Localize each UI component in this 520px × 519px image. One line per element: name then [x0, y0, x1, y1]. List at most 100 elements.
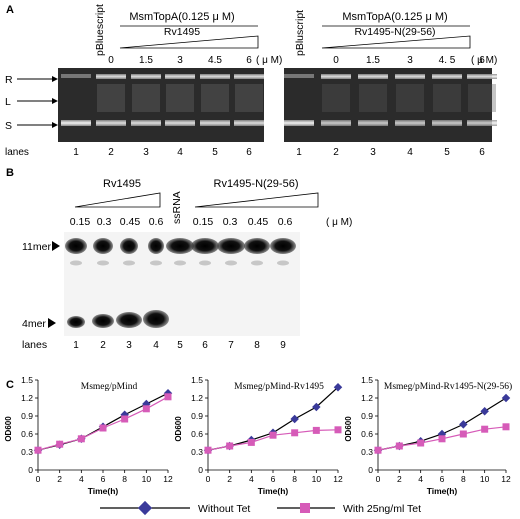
growth-chart-3-xtick-label-0: 0	[376, 474, 381, 484]
growth-chart-3-series-2-point-6	[502, 423, 510, 431]
blot-b-smear-7	[225, 260, 237, 266]
growth-chart-1-series-2-point-1	[56, 440, 64, 448]
legend-with-marker	[300, 503, 310, 513]
gel-a-right-band-r-3	[358, 74, 388, 79]
gel-a-right-smear-3	[359, 84, 387, 112]
gel-a-right-band-r-5	[432, 74, 462, 79]
growth-chart-1-xtick-label-2: 4	[79, 474, 84, 484]
blot-b-conc-1: 0.3	[97, 216, 112, 228]
gel-a-right-smear-5	[433, 84, 461, 112]
gel-a-left-image	[58, 68, 264, 142]
blot-b-right-wedge	[194, 192, 319, 208]
gel-a-right-smear-2	[322, 84, 350, 112]
growth-chart-3-ytick-label-1: 0.3	[361, 447, 373, 457]
gel-a-left-conc-2: 3	[177, 55, 183, 66]
gel-a-left-band-r-3	[131, 74, 161, 79]
gel-a-right-protein-label: Rv1495-N(29-56)	[354, 26, 435, 38]
growth-chart-3-series-1-line	[377, 397, 507, 451]
growth-chart-3-xtick-label-2: 4	[418, 474, 423, 484]
gel-a-right-conc-1: 1.5	[366, 55, 380, 66]
growth-chart-3-xtick-label-1: 2	[397, 474, 402, 484]
growth-chart-2-xtick-label-1: 2	[227, 474, 232, 484]
growth-chart-1-series-2-point-4	[121, 415, 129, 423]
growth-chart-2-ytick-label-3: 0.9	[191, 411, 203, 421]
growth-chart-3-xlabel: Time(h)	[427, 486, 458, 496]
growth-chart-1: Msmeg/pMind 0 0.3 0.6 0.9 1.2 1.5 0 2 4 6 8 10 12 Time…	[4, 375, 173, 496]
growth-chart-1-xtick-label-1: 2	[57, 474, 62, 484]
gel-a-left-lane-3: 3	[143, 147, 149, 158]
gel-a-left-band-r-5	[200, 74, 230, 79]
gel-a-left-smear-5	[201, 84, 229, 112]
growth-chart-3-ytick-label-3: 0.9	[361, 411, 373, 421]
gel-a-left-lane-1: 1	[73, 147, 79, 158]
growth-chart-1-xtick-label-6: 12	[163, 474, 173, 484]
growth-chart-2-series-1-line	[207, 386, 339, 451]
blot-b-smear-9	[277, 260, 289, 266]
blot-b-image	[64, 232, 300, 336]
growth-chart-1-ytick-label-0: 0	[28, 465, 33, 475]
growth-chart-3-series-1-point-4	[459, 420, 468, 429]
growth-chart-1-ylabel: OD600	[4, 416, 13, 442]
blot-b-lanes-label: lanes	[22, 339, 47, 351]
blot-b-lane-1: 1	[73, 340, 79, 351]
blot-b-11mer-spot-5	[166, 238, 194, 254]
growth-chart-2-series-2-point-3	[269, 431, 277, 439]
blot-b-conc-7: 0.6	[278, 216, 293, 228]
blot-b-lane-2: 2	[100, 340, 106, 351]
growth-chart-2-ytick-label-1: 0.3	[191, 447, 203, 457]
growth-chart-2-ytick-label-4: 1.2	[191, 393, 203, 403]
blot-b-11mer-spot-1	[65, 238, 87, 254]
growth-chart-1-xtick-label-0: 0	[36, 474, 41, 484]
blot-b-smear-4	[150, 260, 162, 266]
blot-b-11mer-arrow	[52, 241, 60, 251]
growth-chart-3-ytick-label-0: 0	[368, 465, 373, 475]
growth-chart-3-title: Msmeg/pMind-Rv1495-N(29-56)	[384, 381, 512, 392]
gel-a-right-lane-6: 6	[479, 147, 485, 158]
gel-a-lanes-label: lanes	[5, 147, 29, 158]
growth-chart-1-ytick-label-4: 1.2	[21, 393, 33, 403]
growth-chart-3-series-2-point-5	[481, 425, 489, 433]
gel-a-left-band-s-2	[96, 120, 126, 126]
gel-a-left-smear-4	[166, 84, 194, 112]
gel-a-right-lane-4: 4	[407, 147, 413, 158]
gel-a-right-lane-numbers: 1 2 3 4 5 6	[296, 147, 485, 158]
blot-b-lane-numbers: 1 2 3 4 5 6 7 8 9	[73, 340, 286, 351]
gel-a-right-band-s-3	[358, 120, 388, 126]
blot-b-smear-5	[174, 260, 186, 266]
gel-a-right-lane-2: 2	[333, 147, 339, 158]
growth-chart-1-series-2-point-3	[99, 424, 107, 432]
growth-chart-2-xtick-label-5: 10	[312, 474, 322, 484]
blot-b-concentrations: 0.15 0.3 0.45 0.6 0.15 0.3 0.45 0.6	[70, 216, 293, 228]
growth-chart-2-ytick-label-0: 0	[198, 465, 203, 475]
growth-chart-2-xtick-label-3: 6	[271, 474, 276, 484]
band-label-r: R	[5, 74, 13, 86]
blot-b-4mer-arrow	[48, 318, 56, 328]
gel-a-right-lane-3: 3	[370, 147, 376, 158]
gel-a-left-band-r-6	[234, 74, 264, 79]
growth-chart-1-series-2-point-2	[77, 435, 85, 443]
gel-a-right-band-r-2	[321, 74, 351, 79]
growth-chart-3-series-2-point-2	[417, 439, 425, 447]
growth-chart-2-xtick-label-2: 4	[249, 474, 254, 484]
gel-a-left-band-s-3	[131, 120, 161, 126]
band-arrow-s-head	[52, 122, 58, 128]
growth-chart-2-title: Msmeg/pMind-Rv1495	[234, 382, 324, 392]
growth-chart-1-xtick-label-5: 10	[142, 474, 152, 484]
band-arrow-r-head	[52, 76, 58, 82]
gel-a-right-control-label: pBluscript	[294, 10, 306, 56]
blot-b-smear-8	[251, 260, 263, 266]
growth-chart-2-series-1-point-5	[312, 402, 321, 412]
growth-chart-3-xtick-label-3: 6	[440, 474, 445, 484]
gel-a-left-smear-6	[235, 84, 263, 112]
blot-b-11mer-spot-9	[270, 238, 296, 254]
growth-chart-3-series-2-point-3	[438, 435, 446, 443]
gel-a-right-lane-5: 5	[444, 147, 450, 158]
growth-chart-3-xtick-label-5: 10	[480, 474, 490, 484]
growth-chart-1-ytick-label-3: 0.9	[21, 411, 33, 421]
growth-chart-2-series-1-point-6	[333, 382, 343, 392]
growth-chart-1-series-2-point-6	[164, 393, 172, 401]
growth-chart-3-ytick-label-5: 1.5	[361, 375, 373, 385]
gel-a-left-band-s-4	[165, 120, 195, 126]
growth-chart-3-series-1-point-6	[501, 393, 511, 403]
gel-a-left-protein-label: Rv1495	[164, 26, 200, 38]
